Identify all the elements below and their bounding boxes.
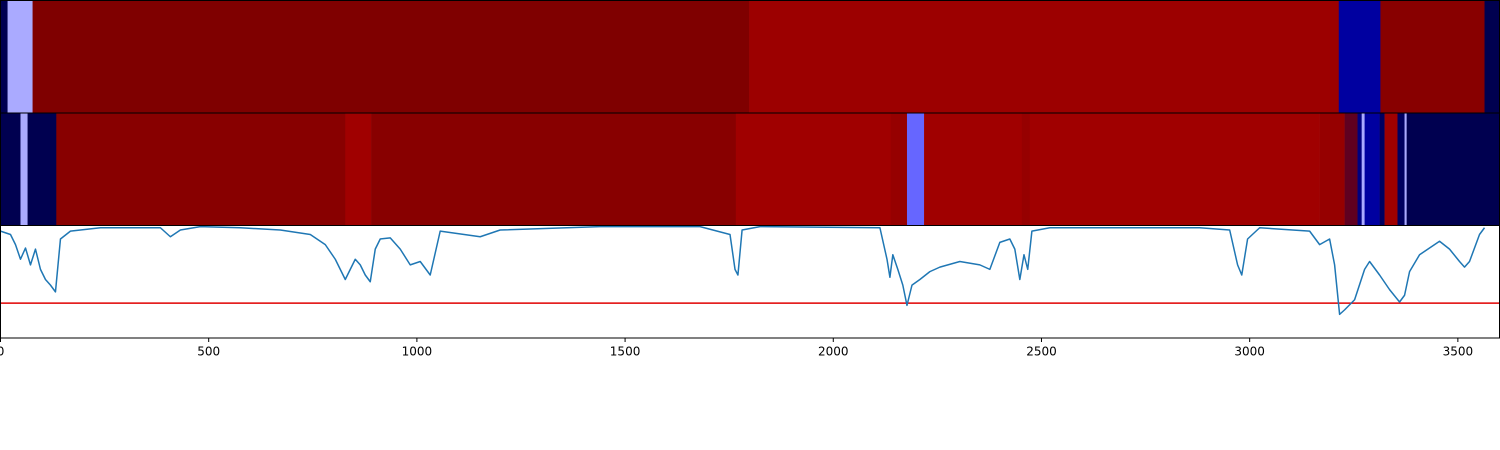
segment — [749, 0, 1340, 113]
segment — [890, 113, 908, 226]
x-tick-label: 1000 — [402, 345, 433, 359]
segment — [32, 0, 750, 113]
segment — [1404, 113, 1407, 226]
series-line — [0, 225, 1486, 316]
x-tick-label: 1500 — [610, 345, 641, 359]
segment — [1406, 113, 1500, 226]
segment — [0, 0, 8, 113]
segment — [56, 113, 346, 226]
segment — [20, 113, 28, 226]
segment — [1344, 113, 1358, 226]
segment — [735, 113, 892, 226]
segment — [1384, 113, 1398, 226]
segment — [924, 113, 1023, 226]
segment — [1484, 0, 1500, 113]
panel-frame — [0, 225, 1500, 339]
segment — [7, 0, 33, 113]
segment — [1029, 113, 1320, 226]
segment — [1361, 113, 1365, 226]
segment — [1338, 0, 1381, 113]
x-tick-label: 0 — [0, 345, 4, 359]
segment — [0, 113, 21, 226]
segment — [1021, 113, 1031, 226]
segment — [906, 113, 925, 226]
x-tick-label: 2500 — [1026, 345, 1057, 359]
x-tick-label: 3000 — [1234, 345, 1265, 359]
segment — [1397, 113, 1405, 226]
x-tick-label: 3500 — [1443, 345, 1474, 359]
segment — [1379, 113, 1385, 226]
segment — [345, 113, 372, 226]
segment — [27, 113, 57, 226]
x-tick-label: 2000 — [818, 345, 849, 359]
segment — [1380, 0, 1485, 113]
x-tick-label: 500 — [197, 345, 220, 359]
segment — [1357, 113, 1362, 226]
segment — [1319, 113, 1345, 226]
segment — [1364, 113, 1380, 226]
segment — [371, 113, 737, 226]
